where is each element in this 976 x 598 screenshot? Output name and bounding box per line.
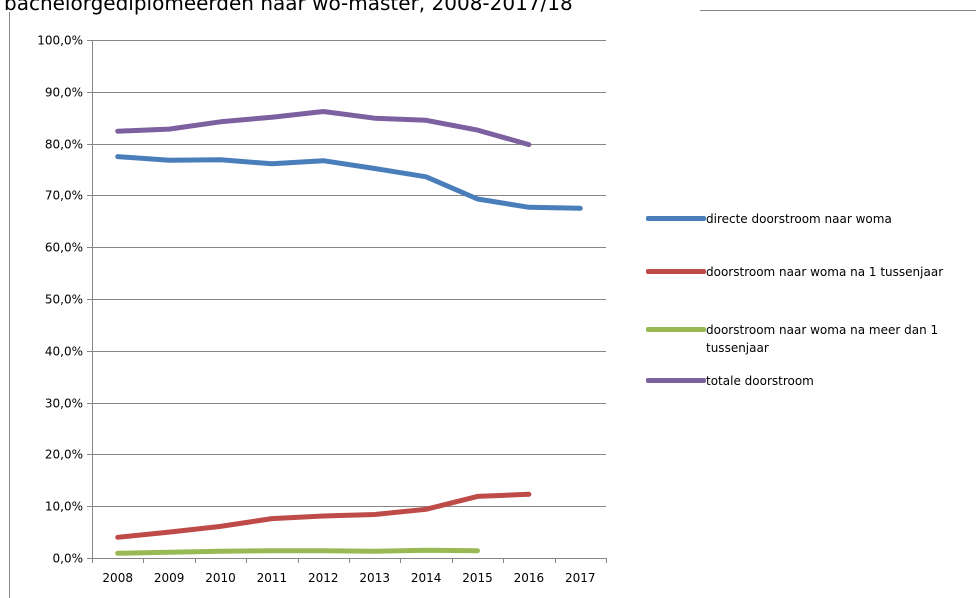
y-tick-label: 90,0% [45,86,83,100]
x-tick-label: 2017 [565,571,596,585]
legend-label: totale doorstroom [706,374,814,388]
legend-label: directe doorstroom naar woma [706,212,892,226]
frame-top-line [700,10,976,11]
series-line-3 [115,109,532,148]
series-line-0 [115,154,583,211]
legend-label: doorstroom naar woma na 1 tussenjaar [706,265,944,279]
y-tick-label: 30,0% [45,397,83,411]
legend-swatch-meer-tussenjaar [646,327,706,332]
x-tick-label: 2009 [154,571,185,585]
y-tick-label: 60,0% [45,241,83,255]
x-tick-label: 2015 [462,571,493,585]
x-tick-label: 2013 [359,571,390,585]
y-tick-label: 100,0% [37,34,83,48]
y-tick-label: 20,0% [45,448,83,462]
series-line-1 [115,491,532,540]
legend-swatch-directe [646,216,706,221]
y-tick-label: 70,0% [45,189,83,203]
x-axis-tick-labels: 2008 2009 2010 2011 2012 2013 2014 2015 2016 2017 [102,571,595,585]
gridlines [87,40,606,559]
series-lines [115,109,583,556]
series-line-2 [115,547,480,556]
x-tick-label: 2011 [257,571,288,585]
legend-item: directe doorstroom naar woma [646,210,956,228]
x-tick-label: 2010 [205,571,236,585]
legend-item: totale doorstroom [646,372,956,390]
legend-swatch-1-tussenjaar [646,269,706,274]
x-tick-label: 2014 [411,571,442,585]
x-tick-label: 2016 [514,571,545,585]
y-tick-label: 0,0% [53,552,84,566]
x-tick-label: 2008 [102,571,133,585]
frame-left-line [9,12,10,598]
legend-swatch-totaal [646,378,706,383]
legend-item: doorstroom naar woma na meer dan 1 tusse… [646,321,956,357]
y-axis-tick-labels: 0,0% 10,0% 20,0% 30,0% 40,0% 50,0% 60,0% 70,0% 8… [37,34,83,566]
y-tick-label: 10,0% [45,500,83,514]
chart-title: bachelorgediplomeerden naar wo-master, 2… [4,0,573,15]
y-tick-label: 40,0% [45,345,83,359]
legend-label: doorstroom naar woma na meer dan 1 tusse… [706,323,939,355]
legend-item: doorstroom naar woma na 1 tussenjaar [646,263,956,281]
y-tick-label: 50,0% [45,293,83,307]
x-axis [92,40,607,563]
y-tick-label: 80,0% [45,138,83,152]
x-tick-label: 2012 [308,571,339,585]
